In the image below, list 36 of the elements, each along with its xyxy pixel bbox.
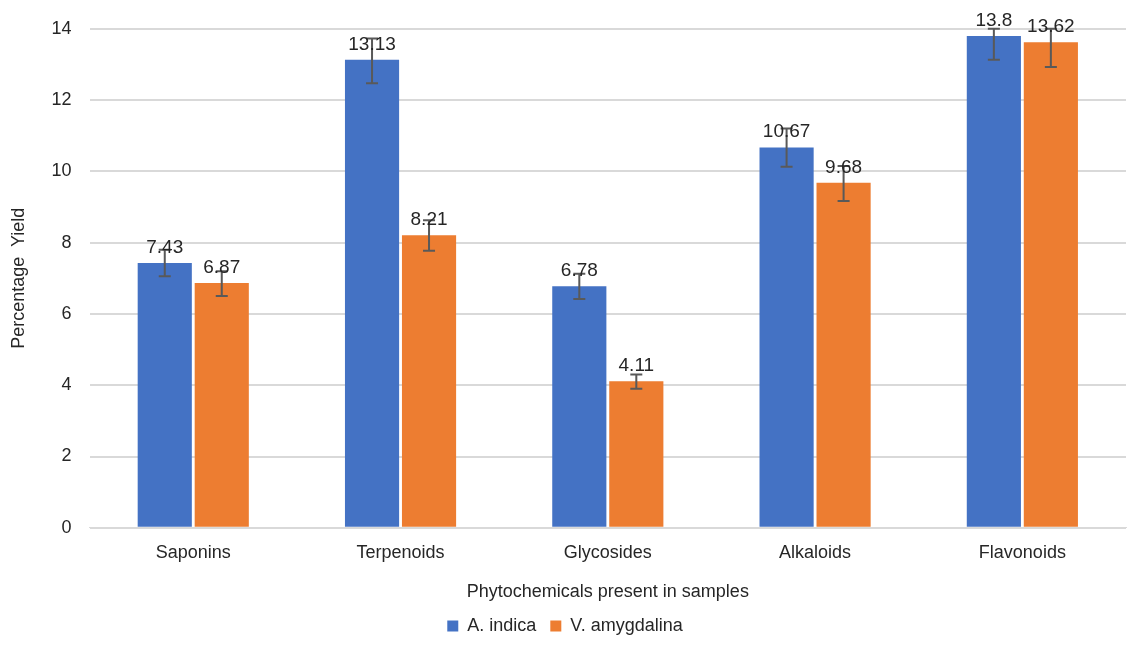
y-tick-label: 10 — [51, 160, 72, 181]
bar — [137, 262, 192, 527]
x-tick-label: Saponins — [155, 541, 231, 562]
bar — [609, 381, 664, 527]
x-axis-title: Phytochemicals present in samples — [466, 581, 749, 602]
data-label: 6.78 — [560, 258, 598, 280]
data-label: 13.8 — [975, 8, 1013, 30]
y-tick-label: 2 — [61, 445, 72, 466]
x-tick-label: Alkaloids — [779, 541, 852, 562]
bar — [816, 182, 871, 527]
legend-label: V. amygdalina — [570, 614, 684, 635]
y-tick-label: 14 — [51, 17, 72, 38]
x-tick-label: Flavonoids — [978, 541, 1066, 562]
y-tick-label: 8 — [61, 231, 72, 252]
data-label: 7.43 — [146, 235, 184, 257]
x-tick-label: Glycosides — [563, 541, 652, 562]
bar — [966, 35, 1021, 527]
y-tick-label: 4 — [61, 374, 72, 395]
y-tick-label: 6 — [61, 302, 72, 323]
bar — [344, 59, 400, 527]
y-tick-label: 12 — [51, 89, 72, 110]
bar — [759, 147, 814, 527]
bar — [552, 286, 607, 527]
x-tick-label: Terpenoids — [356, 541, 445, 562]
y-tick-label: 0 — [61, 516, 72, 537]
data-label: 6.87 — [203, 255, 241, 277]
data-label: 8.21 — [410, 207, 448, 229]
y-axis-title: Percentage Yield — [7, 207, 28, 349]
data-label: 9.68 — [825, 155, 863, 177]
bar — [194, 282, 249, 527]
data-label: 10.67 — [762, 120, 811, 142]
legend-label: A. indica — [467, 614, 538, 635]
data-label: 13.62 — [1027, 15, 1075, 37]
data-label: 4.11 — [618, 354, 655, 376]
bar — [1023, 42, 1078, 527]
bar — [401, 235, 457, 527]
